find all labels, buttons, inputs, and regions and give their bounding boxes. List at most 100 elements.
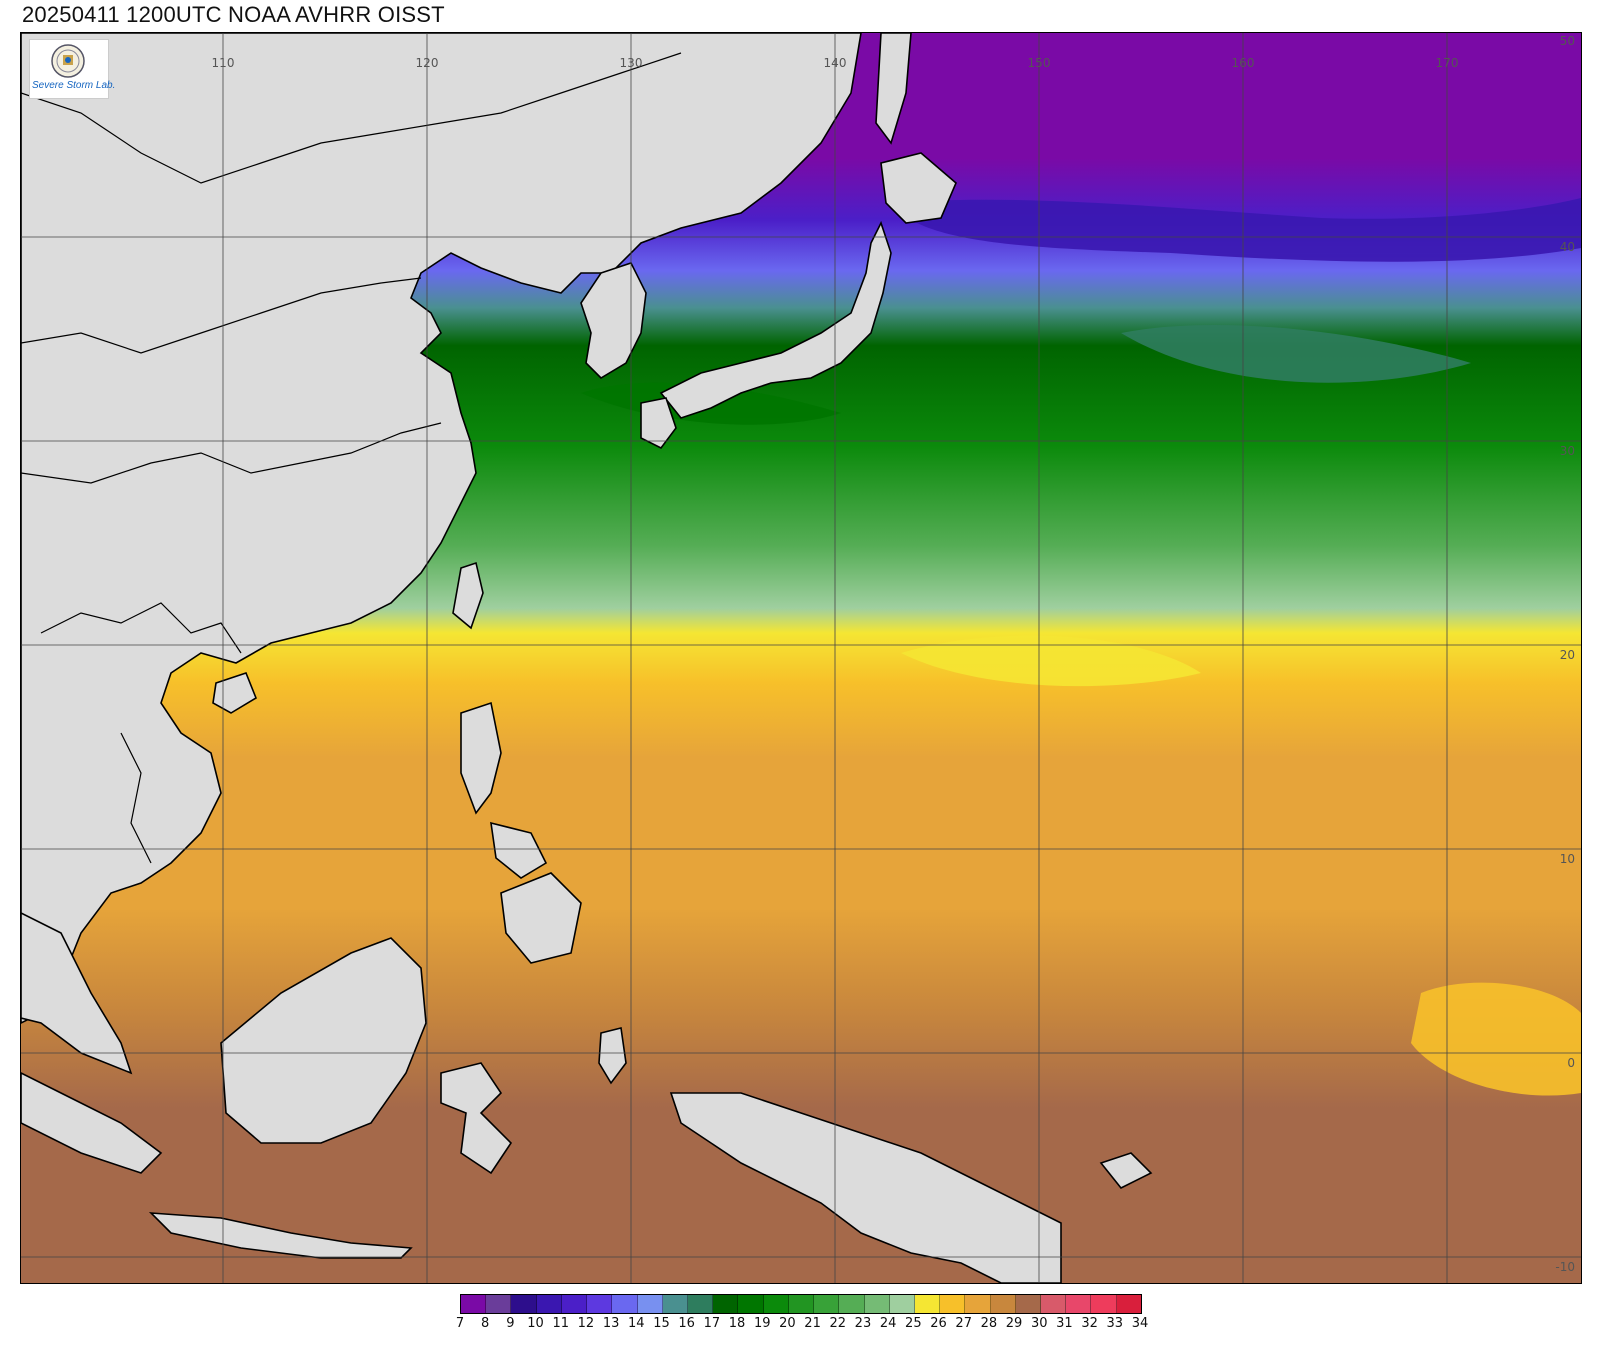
colorbar-tick-24: 24 — [879, 1316, 897, 1331]
sst-anomaly-patches — [581, 198, 1581, 1096]
colorbar-tick-29: 29 — [1005, 1316, 1023, 1331]
colorbar-swatch — [486, 1295, 512, 1313]
colorbar-swatch — [990, 1295, 1016, 1313]
lon-label-160: 160 — [1232, 56, 1255, 70]
colorbar-tick-22: 22 — [829, 1316, 847, 1331]
colorbar-swatch — [687, 1295, 714, 1313]
colorbar-swatch — [662, 1295, 688, 1313]
lat-label-30: 30 — [1560, 444, 1575, 458]
colorbar-swatch — [511, 1295, 537, 1313]
colorbar-swatch — [536, 1295, 562, 1313]
colorbar-tick-32: 32 — [1081, 1316, 1098, 1331]
colorbar-tick-7: 7 — [455, 1316, 465, 1331]
logo-text: Severe Storm Lab. — [32, 80, 116, 91]
java — [148, 1212, 413, 1259]
colorbar-swatch — [738, 1295, 764, 1313]
country-borders — [21, 52, 682, 864]
philippines-mindanao — [500, 872, 582, 964]
lon-label-130: 130 — [620, 56, 643, 70]
colorbar-swatch — [1015, 1295, 1042, 1313]
colorbar-tick-10: 10 — [527, 1316, 544, 1331]
japan-honshu — [659, 220, 892, 419]
graticule: 110 120 130 140 150 160 170 50 40 30 20 10 0 -10 — [21, 33, 1581, 1283]
colorbar-swatch — [788, 1295, 815, 1313]
colorbar-tick-33: 33 — [1106, 1316, 1124, 1331]
lat-label-20: 20 — [1560, 648, 1575, 662]
colorbar-tick-11: 11 — [552, 1316, 570, 1331]
philippines-visayas — [490, 821, 548, 879]
colorbar-tick-21: 21 — [804, 1316, 821, 1331]
hainan — [212, 672, 257, 714]
lat-label-0: 0 — [1567, 1056, 1575, 1070]
land-masses — [21, 33, 1153, 1283]
new-britain — [1099, 1152, 1153, 1190]
sumatra — [21, 1072, 163, 1174]
philippines-luzon — [460, 701, 502, 815]
colorbar-swatch — [1091, 1295, 1117, 1313]
colorbar-swatch — [587, 1295, 613, 1313]
colorbar-swatch — [713, 1295, 739, 1313]
colorbar-swatch — [1066, 1295, 1092, 1313]
new-guinea — [669, 1092, 1062, 1283]
colorbar-swatch — [889, 1295, 915, 1313]
lab-logo: Severe Storm Lab. — [29, 39, 116, 99]
colorbar-tick-16: 16 — [678, 1316, 695, 1331]
colorbar-tick-13: 13 — [602, 1316, 620, 1331]
colorbar-swatch — [965, 1295, 991, 1313]
asia-mainland — [21, 33, 862, 1024]
colorbar-swatch — [839, 1295, 865, 1313]
colorbar-swatch — [461, 1295, 487, 1313]
lon-label-170: 170 — [1436, 56, 1459, 70]
lat-label-10: 10 — [1560, 852, 1575, 866]
colorbar-tick-17: 17 — [703, 1316, 721, 1331]
borneo — [220, 937, 427, 1144]
colorbar-tick-9: 9 — [506, 1316, 515, 1331]
colorbar-tick-26: 26 — [930, 1316, 947, 1331]
lat-label-40: 40 — [1560, 240, 1575, 254]
colorbar-swatch — [637, 1295, 663, 1313]
halmahera — [598, 1027, 627, 1085]
sakhalin — [875, 33, 912, 145]
lat-label-50: 50 — [1560, 34, 1575, 48]
map-title: 20250411 1200UTC NOAA AVHRR OISST — [22, 2, 445, 27]
sulawesi — [440, 1062, 513, 1175]
sst-map-canvas[interactable]: 110 120 130 140 150 160 170 50 40 30 20 10 0 -10 — [21, 33, 1581, 1283]
colorbar-swatch — [561, 1295, 588, 1313]
colorbar-tick-labels: 7 8 9 10 11 12 13 14 15 16 17 18 19 20 21 22 23 24 25 26 27 2… — [456, 1316, 1148, 1334]
malay-peninsula — [21, 912, 133, 1075]
taiwan — [452, 561, 484, 630]
colorbar-swatch — [914, 1295, 941, 1313]
colorbar-swatch — [940, 1295, 966, 1313]
colorbar-swatch — [1116, 1295, 1141, 1313]
colorbar-tick-19: 19 — [753, 1316, 771, 1331]
korean-peninsula — [580, 262, 647, 380]
seal-icon — [51, 44, 85, 78]
colorbar-tick-8: 8 — [481, 1316, 490, 1331]
colorbar-swatch — [864, 1295, 890, 1313]
lon-label-150: 150 — [1028, 56, 1051, 70]
colorbar-swatch — [612, 1295, 638, 1313]
colorbar-tick-23: 23 — [854, 1316, 872, 1331]
colorbar-swatch — [1041, 1295, 1067, 1313]
colorbar-swatch — [814, 1295, 840, 1313]
colorbar-tick-20: 20 — [779, 1316, 796, 1331]
colorbar-tick-34: 34 — [1131, 1316, 1149, 1331]
japan-hokkaido — [880, 152, 957, 224]
colorbar-tick-28: 28 — [980, 1316, 998, 1331]
colorbar-tick-31: 31 — [1056, 1316, 1073, 1331]
lon-label-110: 110 — [212, 56, 235, 70]
colorbar-tick-15: 15 — [653, 1316, 670, 1331]
japan-kyushu — [640, 397, 677, 450]
sst-map[interactable]: 110 120 130 140 150 160 170 50 40 30 20 10 0 -10 Seve… — [20, 32, 1582, 1284]
colorbar-swatch — [763, 1295, 789, 1313]
colorbar-tick-12: 12 — [577, 1316, 595, 1331]
sst-colorbar — [460, 1294, 1142, 1314]
colorbar-tick-18: 18 — [728, 1316, 746, 1331]
lat-label--10: -10 — [1555, 1260, 1575, 1274]
lon-label-140: 140 — [824, 56, 847, 70]
colorbar-tick-27: 27 — [955, 1316, 972, 1331]
colorbar-tick-30: 30 — [1030, 1316, 1048, 1331]
colorbar-tick-25: 25 — [905, 1316, 922, 1331]
lon-label-120: 120 — [416, 56, 439, 70]
colorbar-tick-14: 14 — [628, 1316, 645, 1331]
